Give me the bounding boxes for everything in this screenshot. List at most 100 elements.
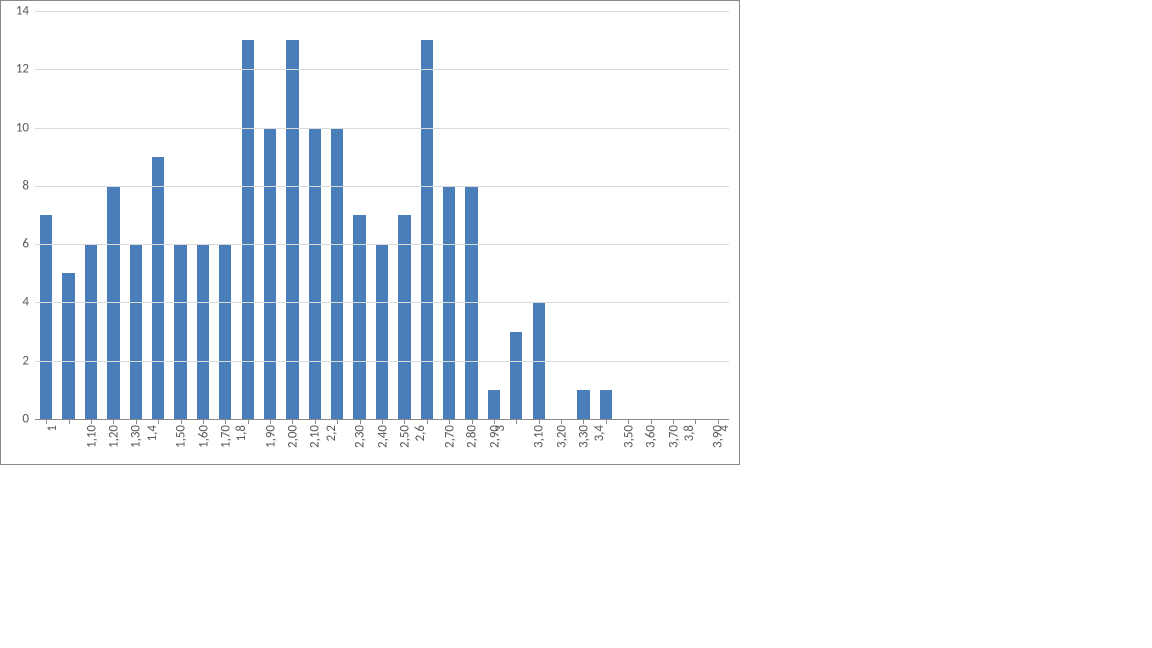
- x-tick-label: 2,80: [465, 425, 480, 448]
- x-tick-label: 1: [45, 425, 60, 432]
- x-tick-mark: [449, 419, 450, 424]
- x-tick-mark: [158, 419, 159, 424]
- x-tick-label: 1,50: [174, 425, 189, 448]
- x-tick-label: 2,6: [413, 425, 428, 441]
- bar: [309, 128, 321, 419]
- x-tick-mark: [270, 419, 271, 424]
- gridline: [35, 128, 729, 129]
- x-tick-mark: [337, 419, 338, 424]
- bar-slot: [617, 11, 639, 419]
- bar: [62, 273, 74, 419]
- x-tick-mark: [561, 419, 562, 424]
- bar: [421, 40, 433, 419]
- bar-chart: 0246810121411,101,201,301,41,501,601,701…: [0, 0, 740, 465]
- bar-slot: [550, 11, 572, 419]
- bar: [331, 128, 343, 419]
- x-tick-mark: [539, 419, 540, 424]
- bar: [174, 244, 186, 419]
- x-tick-mark: [315, 419, 316, 424]
- bar-slot: [639, 11, 661, 419]
- bar: [40, 215, 52, 419]
- x-tick-mark: [91, 419, 92, 424]
- x-tick-mark: [718, 419, 719, 424]
- x-tick-mark: [494, 419, 495, 424]
- x-tick-label: 1,8: [234, 425, 249, 441]
- gridline: [35, 11, 729, 12]
- x-tick-label: 1,90: [263, 425, 278, 448]
- x-tick-label: 1,70: [218, 425, 233, 448]
- x-tick-mark: [606, 419, 607, 424]
- bar: [488, 390, 500, 419]
- x-tick-label: 2,50: [398, 425, 413, 448]
- x-tick-mark: [382, 419, 383, 424]
- x-tick-mark: [673, 419, 674, 424]
- y-tick-label: 12: [16, 62, 35, 77]
- gridline: [35, 69, 729, 70]
- x-tick-label: 3,8: [682, 425, 697, 441]
- x-tick-label: 2,30: [353, 425, 368, 448]
- y-tick-label: 4: [22, 295, 35, 310]
- bar: [197, 244, 209, 419]
- y-tick-label: 0: [22, 412, 35, 427]
- x-tick-mark: [292, 419, 293, 424]
- x-tick-mark: [427, 419, 428, 424]
- bar-slot: [483, 11, 505, 419]
- bar: [130, 244, 142, 419]
- y-tick-label: 8: [22, 178, 35, 193]
- y-tick-label: 6: [22, 237, 35, 252]
- x-tick-mark: [404, 419, 405, 424]
- bar-slot: [707, 11, 729, 419]
- x-tick-mark: [225, 419, 226, 424]
- y-tick-label: 10: [16, 120, 35, 135]
- x-tick-label: 1,20: [106, 425, 121, 448]
- bar: [600, 390, 612, 419]
- bar: [85, 244, 97, 419]
- x-tick-label: 3,30: [577, 425, 592, 448]
- x-tick-label: 1,10: [84, 425, 99, 448]
- x-tick-mark: [516, 419, 517, 424]
- x-tick-label: 1,60: [196, 425, 211, 448]
- x-tick-label: 1,30: [129, 425, 144, 448]
- bars-container: [35, 11, 729, 419]
- bar: [264, 128, 276, 419]
- gridline: [35, 302, 729, 303]
- y-tick-label: 2: [22, 353, 35, 368]
- x-tick-mark: [181, 419, 182, 424]
- x-tick-label: 4: [717, 425, 732, 432]
- x-tick-label: 2,10: [308, 425, 323, 448]
- x-tick-mark: [46, 419, 47, 424]
- bar: [376, 244, 388, 419]
- x-tick-label: 1,4: [145, 425, 160, 441]
- bar: [152, 157, 164, 419]
- x-tick-mark: [583, 419, 584, 424]
- x-tick-label: 3: [493, 425, 508, 432]
- x-tick-label: 3,20: [554, 425, 569, 448]
- x-tick-label: 3,70: [666, 425, 681, 448]
- bar: [353, 215, 365, 419]
- x-tick-mark: [136, 419, 137, 424]
- x-tick-label: 2,40: [375, 425, 390, 448]
- x-tick-mark: [360, 419, 361, 424]
- bar-slot: [572, 11, 594, 419]
- bar-slot: [684, 11, 706, 419]
- x-tick-label: 3,4: [592, 425, 607, 441]
- x-tick-label: 2,70: [442, 425, 457, 448]
- bar: [242, 40, 254, 419]
- bar: [286, 40, 298, 419]
- bar: [510, 332, 522, 419]
- y-tick-label: 14: [16, 4, 35, 19]
- x-tick-label: 3,50: [621, 425, 636, 448]
- x-tick-mark: [248, 419, 249, 424]
- x-tick-mark: [628, 419, 629, 424]
- x-tick-label: 2,2: [324, 425, 339, 441]
- x-tick-label: 3,60: [644, 425, 659, 448]
- x-tick-label: 3,10: [532, 425, 547, 448]
- x-tick-mark: [651, 419, 652, 424]
- bar-slot: [595, 11, 617, 419]
- bar-slot: [662, 11, 684, 419]
- gridline: [35, 244, 729, 245]
- bar: [398, 215, 410, 419]
- x-tick-label: 2,00: [286, 425, 301, 448]
- x-tick-mark: [203, 419, 204, 424]
- gridline: [35, 361, 729, 362]
